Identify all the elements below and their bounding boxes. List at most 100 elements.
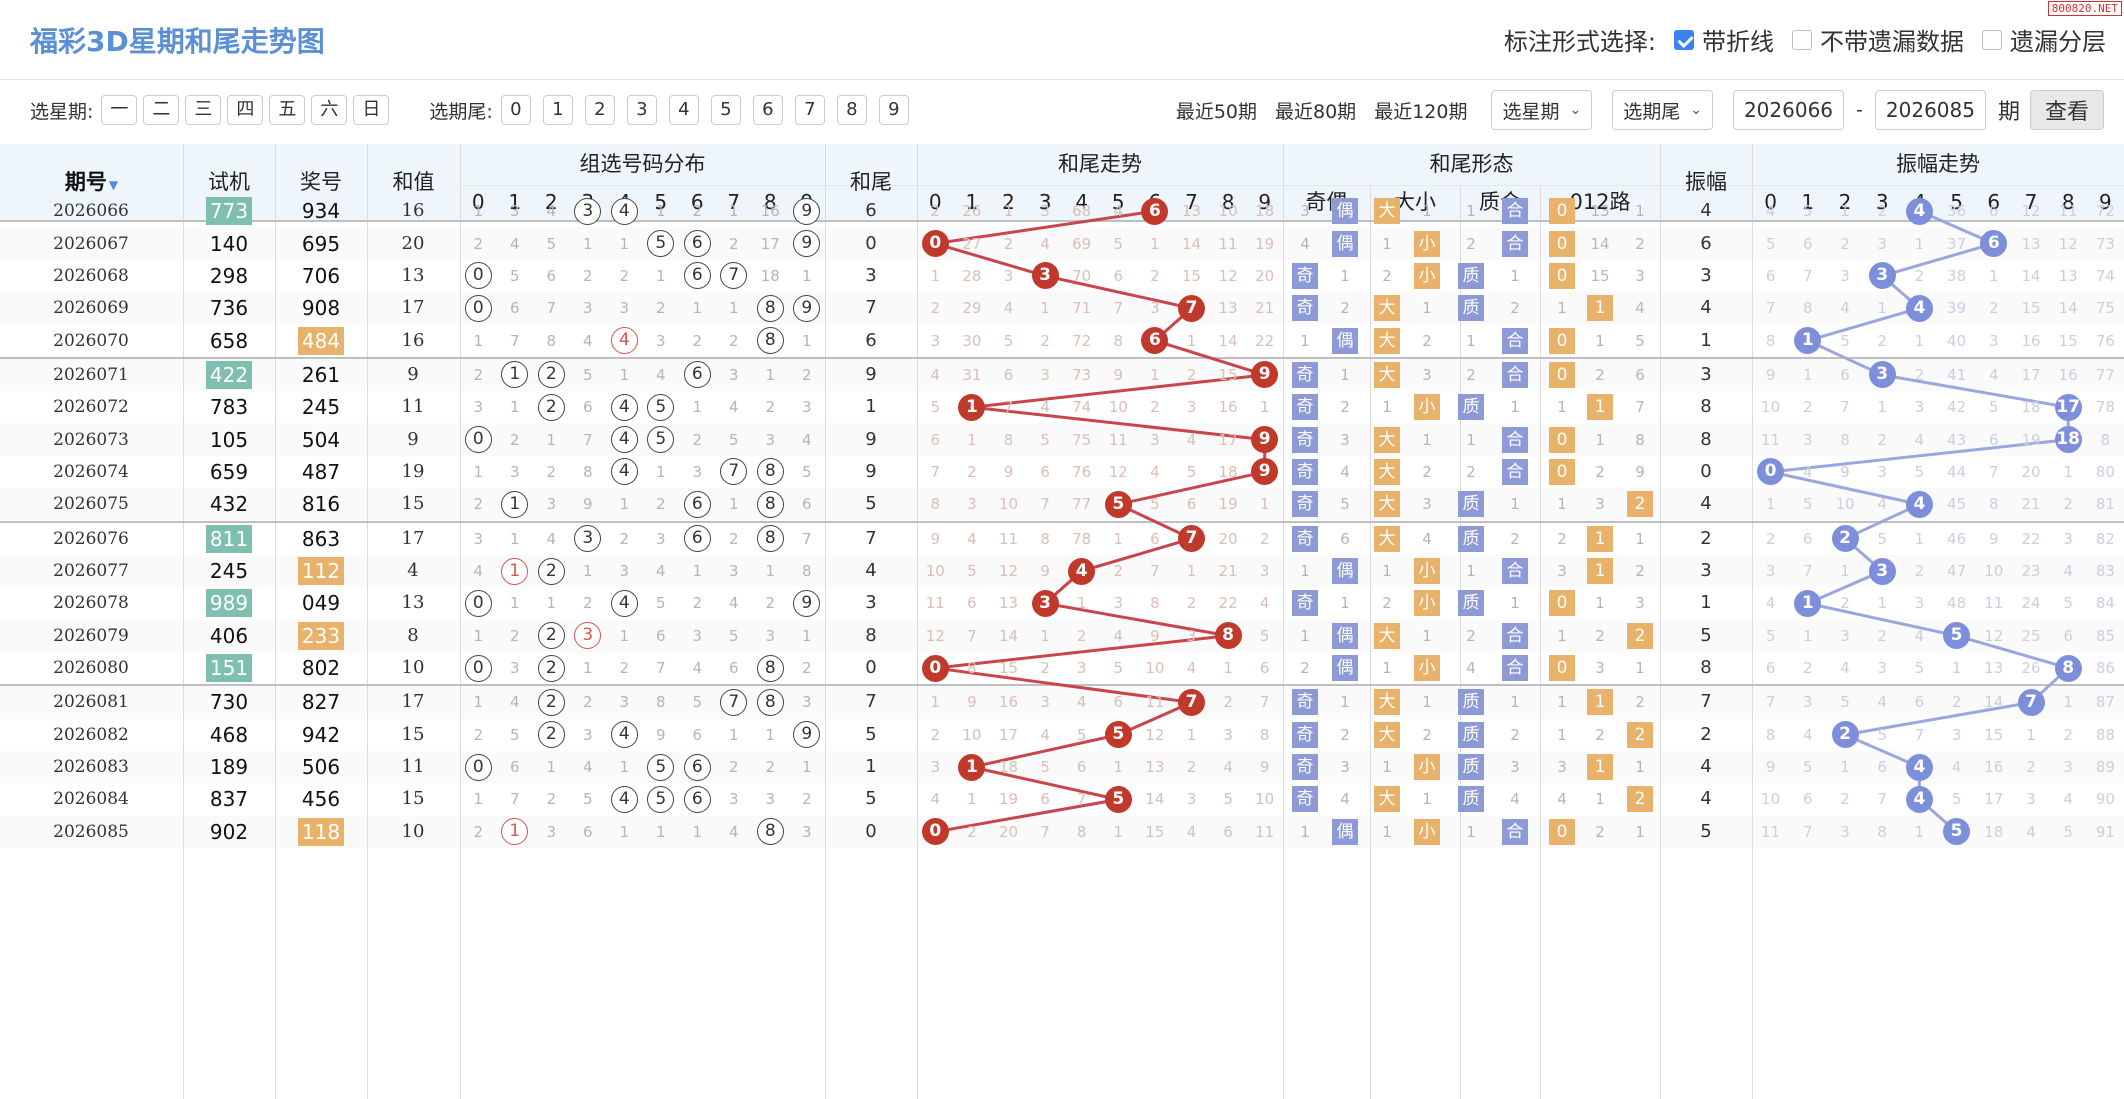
dist-miss: 5 <box>692 693 703 712</box>
column-divider <box>1752 144 1753 1099</box>
range-recent-50[interactable]: 最近50期 <box>1175 100 1257 123</box>
trend-miss: 2 <box>1150 266 1160 285</box>
checkbox-with-line[interactable] <box>1674 29 1694 50</box>
option-no-miss-data[interactable]: 不带遗漏数据 <box>1792 22 1964 57</box>
dist-miss: 1 <box>546 758 557 777</box>
tail-chip-8[interactable]: 8 <box>836 95 867 125</box>
amp-miss: 1 <box>1914 331 1925 350</box>
checkbox-no-miss-data[interactable] <box>1792 29 1812 50</box>
tail-cell: 3 <box>865 592 877 614</box>
tail-chip-3[interactable]: 3 <box>626 95 657 125</box>
dist-hit-ball: 2 <box>537 654 565 682</box>
header-digit: 3 <box>1038 190 1052 214</box>
trend-miss: 3 <box>1186 398 1197 417</box>
tail-chip-5[interactable]: 5 <box>710 95 741 125</box>
amp-ball: 4 <box>1905 197 1933 225</box>
tail-chip-7[interactable]: 7 <box>794 95 825 125</box>
checkbox-miss-layer[interactable] <box>1982 29 2002 50</box>
trend-miss: 14 <box>1218 331 1238 350</box>
tail-select[interactable]: 选期尾 ⌄ <box>1612 90 1713 130</box>
dist-hit-ball: 5 <box>647 393 675 421</box>
trend-miss: 3 <box>930 758 941 777</box>
even-miss: 1 <box>1340 693 1350 712</box>
amp-miss: 20 <box>2021 462 2041 481</box>
range-recent-120[interactable]: 最近120期 <box>1374 100 1468 123</box>
trend-miss: 7 <box>1150 562 1160 581</box>
tail-chip-1[interactable]: 1 <box>542 95 573 125</box>
dist-miss: 3 <box>801 822 812 841</box>
option-miss-layer[interactable]: 遗漏分层 <box>1982 22 2106 57</box>
sort-desc-icon[interactable]: ▼ <box>108 178 119 192</box>
tail-chip-6[interactable]: 6 <box>752 95 783 125</box>
route-box: 2 <box>1627 721 1653 748</box>
dist-hit-ball: 0 <box>464 294 492 322</box>
dist-miss: 2 <box>692 202 703 221</box>
trend-miss: 11 <box>1145 693 1165 712</box>
dist-miss: 6 <box>509 758 520 777</box>
dist-repeat-ball: 4 <box>610 327 638 355</box>
amp-miss: 2 <box>1989 299 1999 318</box>
amp-cell: 5 <box>1700 820 1712 842</box>
issue-cell: 2026081 <box>53 692 129 713</box>
amp-miss: 11 <box>2058 202 2078 221</box>
trend-miss: 2 <box>967 462 977 481</box>
amp-ball: 7 <box>2017 688 2045 716</box>
sum-cell: 17 <box>401 691 425 713</box>
weekday-chip-sat[interactable]: 六 <box>311 95 348 125</box>
trend-miss: 1 <box>1150 365 1160 384</box>
amp-miss: 13 <box>2021 234 2041 253</box>
weekday-chip-wed[interactable]: 三 <box>185 95 222 125</box>
trend-miss: 1 <box>930 693 941 712</box>
trend-miss: 13 <box>1218 299 1238 318</box>
weekday-chip-thu[interactable]: 四 <box>227 95 264 125</box>
amp-miss: 4 <box>1803 462 1813 481</box>
issue-from-input[interactable]: 2026066 <box>1732 90 1845 130</box>
weekday-chip-sun[interactable]: 日 <box>353 95 390 125</box>
amp-miss: 4 <box>1840 299 1850 318</box>
weekday-select[interactable]: 选星期 ⌄ <box>1491 90 1593 130</box>
submit-button[interactable]: 查看 <box>2029 90 2104 130</box>
amp-miss: 36 <box>1947 202 1967 221</box>
trend-miss: 1 <box>1259 495 1270 514</box>
header-digit: 1 <box>508 190 522 214</box>
dist-miss: 2 <box>582 594 593 613</box>
dist-miss: 9 <box>582 495 593 514</box>
trend-miss: 1 <box>967 430 977 449</box>
tail-chip-9[interactable]: 9 <box>878 95 909 125</box>
amp-miss: 87 <box>2095 693 2115 712</box>
sum-cell: 11 <box>401 756 425 778</box>
trend-miss: 18 <box>998 758 1019 777</box>
big-box: 大 <box>1374 721 1400 748</box>
trend-miss: 5 <box>1150 495 1160 514</box>
amp-miss: 37 <box>1947 234 1967 253</box>
amp-cell: 3 <box>1700 560 1712 582</box>
weekday-chip-tue[interactable]: 二 <box>143 95 180 125</box>
issue-to-input[interactable]: 2026085 <box>1874 90 1986 130</box>
route-miss: 8 <box>1635 430 1645 449</box>
prize-cell: 049 <box>301 591 341 616</box>
tail-chip-4[interactable]: 4 <box>668 95 699 125</box>
big-box: 大 <box>1374 295 1400 322</box>
trend-miss: 26 <box>962 202 982 221</box>
odd-box: 奇 <box>1292 262 1318 289</box>
amp-ball: 4 <box>1905 785 1933 813</box>
amp-miss: 5 <box>1951 790 1962 809</box>
option-with-line[interactable]: 带折线 <box>1674 22 1774 57</box>
trend-miss: 12 <box>998 562 1019 581</box>
weekday-chip-mon[interactable]: 一 <box>101 95 138 125</box>
range-recent-80[interactable]: 最近80期 <box>1275 100 1357 123</box>
trend-miss: 1 <box>1186 562 1197 581</box>
tail-cell: 1 <box>865 756 877 778</box>
route-miss: 5 <box>1635 331 1645 350</box>
weekday-chip-fri[interactable]: 五 <box>269 95 306 125</box>
dist-miss: 2 <box>692 430 703 449</box>
amp-miss: 14 <box>1984 693 2004 712</box>
tail-chip-0[interactable]: 0 <box>500 95 531 125</box>
trend-miss: 18 <box>1255 202 1275 221</box>
dist-miss: 1 <box>619 822 630 841</box>
prime-box: 质 <box>1458 689 1484 716</box>
tail-chip-2[interactable]: 2 <box>584 95 615 125</box>
trend-ball: 5 <box>1104 490 1132 518</box>
trend-ball: 7 <box>1178 688 1205 716</box>
